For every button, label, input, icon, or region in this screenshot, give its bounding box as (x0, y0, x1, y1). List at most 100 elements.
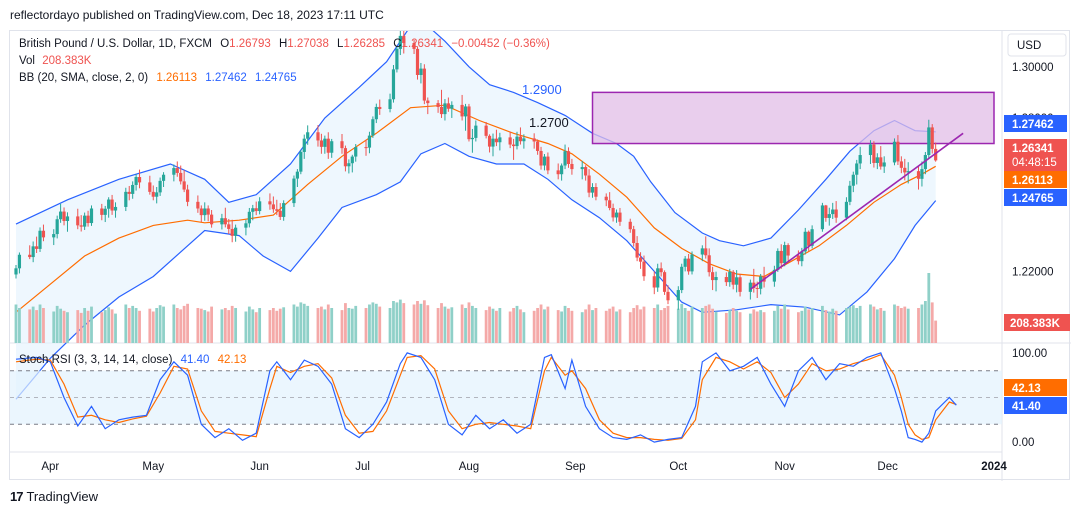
trendline[interactable] (749, 132, 964, 290)
candle-body (31, 246, 35, 258)
volume-bar (536, 308, 539, 343)
volume-bar (175, 308, 179, 343)
candle-body (127, 191, 131, 194)
candle-body (295, 171, 299, 179)
candle-body (28, 254, 32, 258)
volume-bar (158, 305, 162, 343)
candle-body (210, 214, 214, 225)
volume-bar (875, 309, 879, 343)
candle-body (443, 103, 447, 115)
candle-body (134, 177, 138, 185)
volume-bar (608, 308, 612, 343)
tradingview-logo-icon: 17 (10, 489, 24, 504)
candle-body (470, 137, 474, 140)
candle-body (230, 228, 234, 236)
volume-bar (680, 303, 684, 343)
legend-main: British Pound / U.S. Dollar, 1D, FXCM O1… (19, 38, 550, 50)
volume-bar (783, 304, 787, 343)
candle-body (858, 155, 862, 164)
candle-body (642, 261, 646, 277)
candle-body (367, 135, 372, 148)
legend-close-label: C (393, 38, 401, 50)
time-tick-label: Jun (250, 461, 269, 473)
legend-symbol: British Pound / U.S. Dollar, 1D, FXCM (19, 38, 212, 50)
legend-stoch-label: Stoch RSI (3, 3, 14, 14, close) (19, 354, 173, 366)
candle-body (76, 216, 80, 226)
volume-bar (831, 308, 835, 343)
volume-bar (635, 305, 639, 343)
volume-bar (278, 308, 282, 343)
time-tick-label: Jul (355, 461, 370, 473)
volume-bar (845, 308, 848, 343)
volume-bar (628, 312, 632, 343)
candle-body (185, 189, 190, 202)
volume-bar (879, 308, 883, 343)
volume-bar (539, 304, 543, 343)
candle-body (680, 266, 684, 291)
volume-bar (532, 310, 536, 343)
legend-bb-lower: 1.24765 (255, 72, 297, 84)
candle-body (436, 103, 440, 107)
candle-body (738, 277, 742, 292)
volume-bar (810, 308, 814, 343)
candle-body (570, 163, 574, 170)
candle-body (34, 246, 39, 249)
volume-bar (83, 308, 87, 343)
volume-bar (872, 306, 876, 343)
candle-body (398, 35, 402, 49)
candle-body (776, 250, 780, 270)
volume-bar (748, 313, 752, 343)
candle-body (604, 196, 608, 201)
volume-bar (797, 312, 800, 343)
currency-button[interactable] (1007, 33, 1067, 57)
volume-bar (772, 310, 776, 343)
candle-body (323, 138, 327, 147)
time-tick-label: Aug (459, 461, 479, 473)
candle-body (872, 144, 876, 163)
volume-bar (186, 303, 189, 343)
candle-body (41, 230, 46, 238)
candle-body (666, 291, 670, 301)
volume-bar (344, 303, 347, 343)
volume-bar (893, 304, 896, 343)
volume-bar (340, 310, 344, 343)
volume-bar (515, 305, 519, 343)
candle-body (786, 245, 790, 256)
volume-bar (896, 305, 900, 343)
time-axis[interactable]: Apr May Jun Jul Aug Sep Oct Nov Dec 2024 (41, 461, 1007, 473)
candle-body (275, 209, 279, 211)
volume-bar (247, 306, 251, 343)
candle-body (422, 68, 426, 101)
candle-body (532, 138, 536, 142)
candle-body (175, 168, 179, 173)
bollinger-bands (15, 25, 937, 400)
stoch-rsi-pane (10, 352, 1002, 443)
volume-bar (546, 306, 550, 343)
candle-body (161, 174, 166, 181)
volume-bar (374, 303, 378, 343)
volume-bar (752, 309, 756, 343)
footer-brand[interactable]: 17 TradingView (10, 489, 98, 504)
candle-body (498, 137, 502, 143)
volume-bar (14, 304, 18, 343)
stoch-tick-label: 100.00 (1012, 348, 1047, 360)
published-header: reflectordayo published on TradingView.c… (10, 8, 384, 22)
volume-bar (110, 309, 114, 343)
candle-body (223, 218, 227, 225)
candle-body (282, 203, 286, 217)
resistance-zone[interactable] (591, 91, 995, 145)
volume-bar (114, 313, 117, 343)
candle-body (412, 43, 416, 49)
volume-bar (690, 306, 694, 343)
volume-bar (927, 273, 931, 343)
volume-bar (148, 308, 152, 343)
candle-body (292, 178, 296, 204)
volume-bar (371, 302, 375, 343)
volume-bar (134, 308, 138, 343)
volume-bar (107, 307, 111, 343)
candle-body (755, 288, 759, 290)
candle-body (371, 119, 375, 136)
volume-bar (923, 301, 927, 343)
